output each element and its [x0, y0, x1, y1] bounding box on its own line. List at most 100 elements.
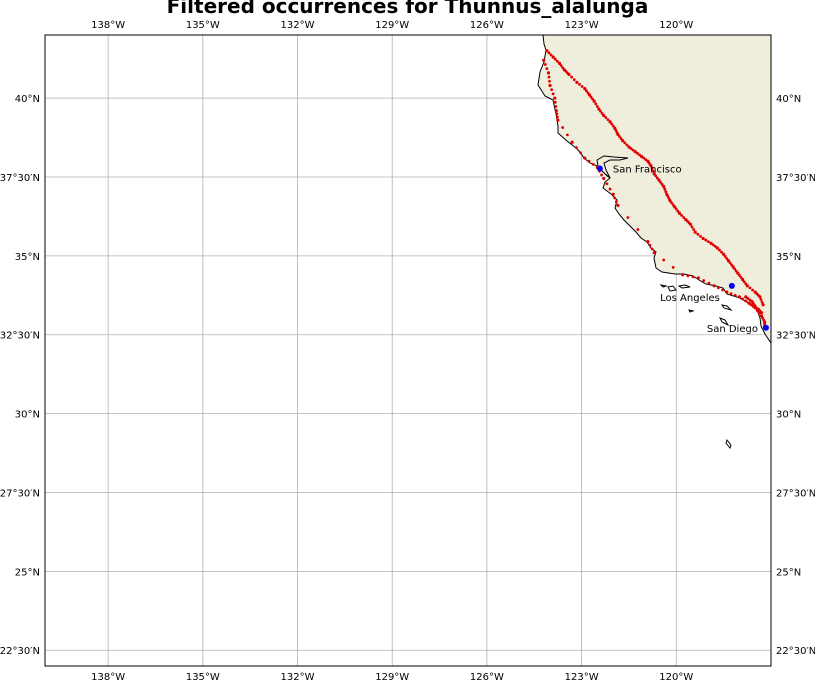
- occurrence-point: [654, 174, 658, 178]
- occurrence-point: [718, 248, 721, 252]
- occurrence-point: [681, 273, 685, 277]
- occurrence-point: [554, 109, 558, 113]
- occurrence-point: [608, 187, 612, 191]
- occurrence-point: [570, 140, 574, 144]
- occurrence-point: [545, 67, 549, 71]
- occurrence-point: [691, 275, 695, 279]
- occurrence-point: [728, 261, 732, 265]
- occurrence-point: [587, 159, 591, 163]
- axis-ticks: 138°W 138°W 135°W 135°W 132°W 132°W 129°W 129°W…: [0, 20, 815, 681]
- occurrence-point: [734, 269, 738, 273]
- occurrence-point: [715, 246, 719, 250]
- occurrence-point: [759, 311, 764, 315]
- occurrence-point: [759, 298, 763, 301]
- occurrence-point: [739, 276, 743, 279]
- lat-tick-label-right: 22°30′N: [776, 646, 815, 657]
- occurrence-point: [668, 199, 672, 203]
- occurrence-point: [606, 118, 610, 122]
- occurrence-point: [545, 49, 549, 53]
- occurrence-point: [748, 286, 752, 290]
- occurrence-point: [613, 196, 617, 200]
- occurrence-point: [741, 297, 744, 301]
- occurrence-point: [662, 184, 666, 189]
- occurrence-point: [761, 316, 764, 320]
- occurrence-point: [726, 258, 730, 263]
- occurrence-point: [749, 303, 753, 307]
- occurrence-point: [651, 169, 655, 173]
- occurrence-point: [623, 141, 627, 145]
- occurrence-point: [686, 274, 690, 278]
- occurrence-point: [614, 200, 618, 204]
- occurrence-point: [646, 240, 650, 244]
- channel-island-5: [720, 304, 733, 312]
- occurrence-point: [755, 307, 759, 310]
- occurrence-point: [709, 241, 713, 245]
- occurrence-point: [551, 92, 555, 96]
- occurrence-point: [696, 232, 700, 236]
- occurrence-points: [542, 49, 767, 329]
- lon-tick-label-top: 129°W: [375, 20, 409, 31]
- occurrence-point: [725, 290, 729, 294]
- occurrence-point: [702, 279, 706, 282]
- occurrence-point: [716, 286, 720, 290]
- lat-tick-label-right: 35°N: [776, 252, 801, 263]
- occurrence-point: [760, 300, 764, 304]
- occurrence-point: [595, 105, 599, 108]
- occurrence-point: [597, 107, 601, 111]
- lat-tick-label-right: 32°30′N: [776, 331, 815, 342]
- occurrence-point: [680, 213, 683, 217]
- occurrence-point: [745, 284, 749, 288]
- lat-tick-label-left: 30°N: [15, 410, 40, 421]
- occurrence-point: [712, 284, 716, 288]
- occurrence-point: [744, 299, 748, 303]
- city-label: Los Angeles: [660, 293, 720, 304]
- occurrence-point: [663, 187, 667, 191]
- occurrence-point: [758, 295, 762, 299]
- occurrence-point: [611, 124, 615, 128]
- lat-tick-label-left: 27°30′N: [0, 488, 40, 499]
- gridlines: [45, 35, 771, 666]
- occurrence-point: [550, 88, 554, 92]
- map-frame: [44, 34, 772, 667]
- occurrence-point: [729, 292, 733, 296]
- occurrence-point: [579, 151, 582, 155]
- occurrence-point: [652, 251, 656, 255]
- occurrence-point: [567, 72, 571, 77]
- occurrence-point: [633, 150, 637, 154]
- occurrence-point: [556, 115, 559, 119]
- occurrence-point: [629, 147, 633, 150]
- occurrence-point: [707, 281, 711, 285]
- lon-tick-label-bottom: 138°W: [91, 672, 125, 681]
- california-coastline: [537, 34, 772, 345]
- occurrence-point: [610, 122, 613, 126]
- land-area: [537, 34, 772, 450]
- occurrence-point: [671, 203, 675, 207]
- lat-tick-label-left: 32°30′N: [0, 331, 40, 342]
- occurrence-point: [648, 243, 652, 247]
- occurrence-point: [626, 216, 630, 219]
- occurrence-point: [713, 244, 717, 248]
- occurrence-point: [583, 156, 587, 160]
- occurrence-point: [625, 143, 629, 147]
- occurrence-point: [699, 234, 702, 238]
- lat-tick-label-right: 37°30′N: [776, 173, 815, 184]
- occurrence-point: [649, 164, 653, 168]
- occurrence-point: [639, 154, 644, 159]
- occurrence-point: [660, 182, 664, 186]
- occurrence-point: [547, 75, 551, 79]
- lat-tick-label-right: 27°30′N: [776, 488, 815, 499]
- occurrence-point: [722, 252, 726, 256]
- occurrence-point: [575, 80, 579, 84]
- occurrence-point: [736, 271, 740, 275]
- occurrence-point: [636, 228, 640, 231]
- city-marker: [762, 324, 769, 331]
- map-title: Filtered occurrences for Thunnus_alalung…: [166, 0, 649, 18]
- occurrence-point: [561, 66, 565, 70]
- occurrence-point: [676, 209, 680, 213]
- occurrence-point: [671, 266, 675, 269]
- occurrence-point: [549, 53, 553, 57]
- occurrence-point: [611, 192, 615, 196]
- occurrence-point: [627, 145, 631, 149]
- occurrence-point: [600, 111, 604, 115]
